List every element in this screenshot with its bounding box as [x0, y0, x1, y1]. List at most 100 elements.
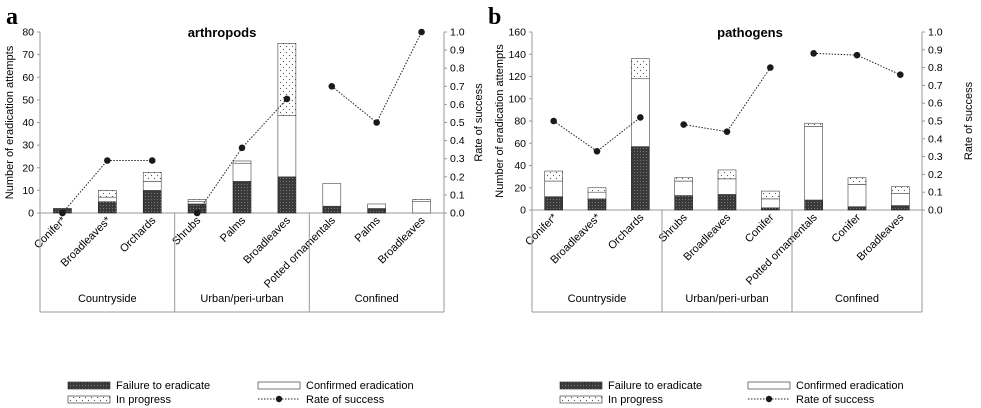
legend-swatch-confirmed [257, 381, 301, 390]
bar-progress [142, 171, 162, 182]
legend-swatch-failure [67, 381, 111, 390]
group-label: Urban/peri-urban [200, 293, 283, 305]
chart-title: pathogens [717, 25, 783, 40]
category-label: Palms [353, 214, 383, 244]
panel-a: a arthropods 010203040506070800.00.10.20… [4, 4, 485, 313]
rate-point [550, 117, 557, 125]
category-label: Orchards [606, 211, 647, 252]
category-label: Palms [218, 214, 248, 244]
legend-swatch-progress [67, 395, 111, 404]
y-tick-label: 60 [514, 138, 526, 150]
legend-swatch-rate-dot [275, 395, 283, 403]
y-tick-label: 80 [22, 27, 34, 39]
bar-confirmed [367, 203, 386, 209]
y-tick-label: 80 [514, 116, 526, 128]
bar-failure [232, 181, 252, 214]
category-label: Orchards [118, 214, 159, 255]
group-label: Confined [835, 293, 879, 305]
y2-tick-label: 0.2 [450, 171, 465, 183]
legend-label-rate: Rate of success [306, 394, 385, 406]
bar-failure [277, 176, 297, 214]
y-axis-title: Number of eradication attempts [4, 45, 16, 199]
y2-tick-label: 0.4 [450, 135, 465, 147]
legend-label-progress: In progress [608, 394, 664, 406]
y2-tick-label: 1.0 [928, 27, 943, 39]
bar-confirmed [891, 193, 910, 206]
y2-tick-label: 0.6 [450, 99, 465, 111]
panel-letter: b [488, 4, 501, 30]
rate-point [637, 114, 644, 121]
rate-point [767, 64, 774, 71]
y-tick-label: 100 [508, 93, 526, 105]
bar-failure [717, 194, 737, 211]
y-tick-label: 10 [22, 185, 34, 197]
legend-label-progress: In progress [116, 394, 172, 406]
bar-progress [412, 199, 431, 202]
group-label: Urban/peri-urban [685, 293, 768, 305]
rate-point [193, 209, 201, 217]
y-tick-label: 120 [508, 71, 526, 83]
rate-point [283, 95, 291, 103]
rate-point [810, 50, 817, 57]
category-label: Broadleaves [681, 211, 733, 263]
bar-confirmed [804, 126, 823, 201]
y-tick-label: 70 [22, 49, 34, 61]
legend-a: Failure to eradicate Confirmed eradicati… [67, 380, 414, 406]
bar-failure [322, 205, 342, 214]
bar-confirmed [761, 198, 780, 209]
legend-swatch-confirmed [747, 381, 791, 390]
category-label: Conifer* [32, 214, 69, 251]
y2-tick-label: 0.0 [928, 205, 943, 217]
bar-confirmed [717, 178, 737, 195]
rate-line [331, 31, 423, 124]
legend-swatch-rate-dot [765, 395, 773, 403]
y2-axis-title: Rate of success [473, 83, 485, 162]
chart-title: arthropods [188, 25, 257, 40]
bar-confirmed [232, 162, 252, 182]
y-tick-label: 20 [22, 162, 34, 174]
legend-label-confirmed: Confirmed eradication [796, 380, 904, 392]
rate-point [148, 157, 156, 164]
rate-point [238, 144, 246, 152]
category-label: Conifer [830, 211, 864, 245]
legend-label-failure: Failure to eradicate [608, 380, 702, 392]
bar-confirmed [847, 184, 867, 207]
bar-progress [847, 177, 867, 185]
legend-label-failure: Failure to eradicate [116, 380, 210, 392]
panel-b: b pathogens 0204060801001201401600.00.10… [488, 4, 975, 313]
bar-failure [544, 196, 563, 211]
legend-swatch-failure [559, 381, 603, 390]
rate-point [418, 28, 425, 36]
bar-confirmed [98, 196, 117, 202]
y-tick-label: 0 [520, 205, 526, 217]
chart-a-plot: 0 10 20 30 40 50 60 70 80 0.0 0.1 0.2 0.3 0.4 0.5 0.6 0.… [4, 27, 485, 313]
bar-failure [761, 207, 780, 211]
bar-failure [142, 190, 162, 214]
bar-confirmed [674, 180, 693, 196]
y2-tick-label: 0.6 [928, 98, 943, 110]
rate-line [683, 67, 771, 133]
y2-axis-title: Rate of success [963, 81, 975, 160]
y2-tick-label: 0.1 [928, 187, 943, 199]
y-tick-label: 20 [514, 182, 526, 194]
y2-tick-label: 0.0 [450, 208, 465, 220]
rate-point [723, 128, 731, 135]
bar-progress [544, 170, 563, 182]
bar-progress [587, 187, 607, 193]
y2-tick-label: 0.5 [450, 117, 465, 129]
y2-tick-label: 0.8 [450, 63, 465, 75]
legend-b: Failure to eradicate Confirmed eradicati… [559, 380, 904, 406]
y2-tick-label: 0.5 [928, 116, 943, 128]
bar-failure [891, 205, 910, 211]
bar-confirmed [631, 78, 650, 147]
y-tick-label: 0 [28, 208, 34, 220]
bar-failure [804, 199, 823, 211]
rate-point [593, 147, 601, 155]
y2-tick-label: 0.3 [450, 153, 465, 165]
y2-tick-label: 0.2 [928, 169, 943, 181]
legend-swatch-progress [559, 395, 603, 404]
bar-failure [674, 195, 693, 211]
bar-confirmed [544, 180, 563, 197]
bar-failure [367, 208, 386, 214]
